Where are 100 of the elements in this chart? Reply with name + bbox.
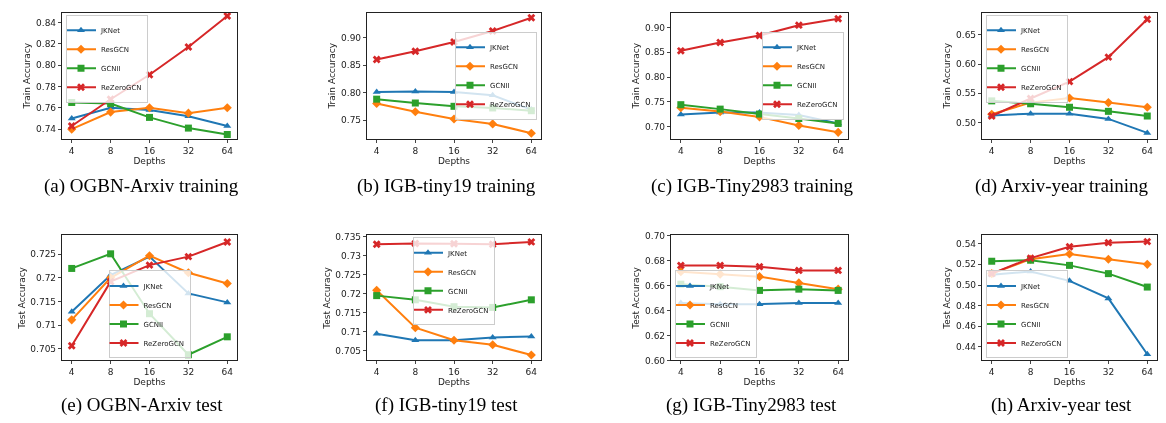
x-tick-label: 64 (832, 145, 845, 156)
x-tick-label: 16 (143, 145, 156, 156)
x-tick-label: 16 (753, 145, 766, 156)
x-tick-label: 64 (832, 367, 845, 378)
x-tick-label: 8 (412, 145, 419, 156)
x-tick-label: 8 (1027, 145, 1034, 156)
y-tick-label: 0.66 (645, 280, 666, 291)
x-axis-title: Depths (437, 155, 471, 166)
text: (c) IGB-Tiny2983 training (651, 175, 854, 197)
x-tick-label: 32 (1102, 367, 1115, 378)
x-tick-label: 16 (448, 145, 460, 156)
y-tick-label: 0.705 (335, 346, 362, 357)
y-tick-label: 0.80 (341, 87, 362, 98)
y-tick-label: 0.725 (30, 249, 57, 260)
x-tick-label: 64 (525, 145, 538, 156)
y-axis-title: Test Accuracy (16, 266, 27, 330)
x-tick-label: 32 (486, 367, 499, 378)
x-tick-label: 32 (1102, 145, 1115, 156)
y-tick-label: 0.715 (30, 296, 57, 307)
text: (b) IGB-tiny19 training (357, 175, 536, 197)
y-tick-label: 0.70 (645, 121, 666, 132)
y-tick-label: 0.73 (341, 250, 362, 261)
x-tick-label: 8 (107, 145, 114, 156)
x-tick-label: 16 (1063, 367, 1076, 378)
x-tick-label: 32 (793, 367, 805, 378)
y-axis-title: Train Accuracy (22, 42, 33, 110)
y-tick-label: 0.74 (36, 124, 57, 135)
y-tick-label: 0.90 (645, 22, 666, 33)
x-tick-label: 4 (373, 145, 380, 156)
x-axis-title: Depths (1053, 155, 1086, 166)
y-tick-label: 0.75 (645, 96, 666, 107)
y-axis-title: Test Accuracy (942, 266, 953, 330)
y-tick-label: 0.60 (956, 59, 977, 70)
x-tick-label: 4 (677, 367, 684, 378)
x-tick-label: 32 (182, 145, 195, 156)
x-tick-label: 8 (1027, 367, 1034, 378)
y-axis-title: Test Accuracy (631, 266, 642, 330)
text: (d) Arxiv-year training (975, 175, 1149, 197)
x-axis-title: Depths (437, 377, 471, 388)
y-tick-label: 0.64 (645, 305, 666, 316)
y-tick-label: 0.71 (36, 320, 57, 331)
x-tick-label: 64 (1141, 367, 1154, 378)
y-tick-label: 0.80 (645, 72, 666, 83)
y-tick-label: 0.65 (956, 30, 977, 41)
y-tick-label: 0.80 (36, 60, 57, 71)
x-tick-label: 8 (412, 367, 419, 378)
y-tick-label: 0.70 (645, 230, 666, 241)
y-tick-label: 0.76 (36, 102, 57, 113)
x-tick-label: 8 (107, 367, 114, 378)
text: (g) IGB-Tiny2983 test (666, 394, 838, 416)
y-tick-label: 0.735 (335, 231, 362, 242)
y-tick-label: 0.85 (341, 60, 362, 71)
x-tick-label: 16 (1063, 145, 1076, 156)
y-tick-label: 0.90 (341, 32, 362, 43)
y-tick-label: 0.50 (956, 280, 977, 291)
y-tick-label: 0.50 (956, 117, 977, 128)
x-axis-title: Depths (1053, 377, 1086, 388)
y-tick-label: 0.62 (645, 330, 666, 341)
x-axis-title: Depths (743, 155, 776, 166)
x-tick-label: 64 (221, 145, 234, 156)
x-tick-label: 32 (793, 145, 805, 156)
y-tick-label: 0.72 (341, 288, 362, 299)
x-tick-label: 4 (988, 145, 995, 156)
x-axis-title: Depths (133, 377, 166, 388)
x-tick-label: 32 (486, 145, 499, 156)
y-tick-label: 0.725 (335, 269, 362, 280)
y-tick-label: 0.71 (341, 326, 362, 337)
text: (h) Arxiv-year test (991, 394, 1133, 416)
y-tick-label: 0.60 (645, 355, 666, 366)
text: (e) OGBN-Arxiv test (61, 394, 224, 416)
y-tick-label: 0.54 (956, 238, 977, 249)
x-tick-label: 4 (373, 367, 380, 378)
x-tick-label: 8 (717, 145, 724, 156)
x-tick-label: 4 (68, 367, 75, 378)
y-axis-title: Train Accuracy (327, 42, 338, 110)
y-tick-label: 0.55 (956, 88, 977, 99)
x-tick-label: 32 (182, 367, 195, 378)
x-tick-label: 8 (717, 367, 724, 378)
x-tick-label: 64 (221, 367, 234, 378)
y-tick-label: 0.75 (341, 115, 362, 126)
y-tick-label: 0.78 (36, 81, 57, 92)
y-tick-label: 0.85 (645, 47, 666, 58)
y-axis-title: Train Accuracy (631, 42, 642, 110)
y-tick-label: 0.715 (335, 307, 362, 318)
y-tick-label: 0.705 (30, 343, 57, 354)
x-tick-label: 64 (1141, 145, 1154, 156)
y-axis-title: Test Accuracy (321, 266, 332, 330)
y-tick-label: 0.44 (956, 342, 977, 353)
x-tick-label: 4 (677, 145, 684, 156)
y-tick-label: 0.68 (645, 255, 666, 266)
y-tick-label: 0.52 (956, 259, 977, 270)
text: (a) OGBN-Arxiv training (44, 175, 239, 197)
x-axis-title: Depths (743, 377, 776, 388)
x-tick-label: 16 (143, 367, 156, 378)
y-tick-label: 0.84 (36, 17, 57, 28)
y-tick-label: 0.72 (36, 273, 57, 284)
x-tick-label: 64 (525, 367, 538, 378)
y-tick-label: 0.82 (36, 38, 57, 49)
x-tick-label: 4 (988, 367, 995, 378)
y-axis-title: Train Accuracy (942, 42, 953, 110)
